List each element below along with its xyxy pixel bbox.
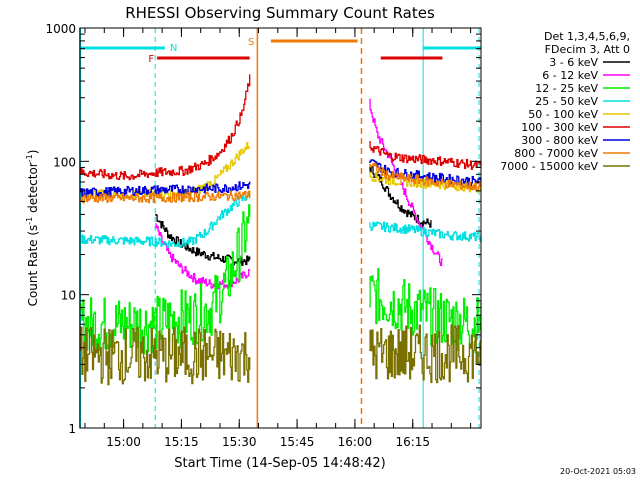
series-segment xyxy=(80,190,251,204)
chart-title: RHESSI Observing Summary Count Rates xyxy=(125,4,435,22)
x-tick-label: 15:30 xyxy=(222,435,257,449)
legend-header-1: Det 1,3,4,5,6,9, xyxy=(544,30,630,43)
saa-flag-label: S xyxy=(248,37,254,48)
legend-label: 7000 - 15000 keV xyxy=(500,160,598,173)
series-layer xyxy=(80,74,482,386)
series-300-800-kev xyxy=(80,159,482,198)
legend-header-2: FDecim 3, Att 0 xyxy=(545,43,630,56)
y-tick-label: 10 xyxy=(61,289,76,303)
y-label-sup1: -1 xyxy=(25,217,34,225)
series-800-7000-kev xyxy=(80,162,482,204)
x-tick-label: 15:45 xyxy=(280,435,315,449)
series-3-6-kev xyxy=(155,166,432,266)
series-segment xyxy=(155,213,251,266)
legend-label: 12 - 25 keV xyxy=(535,82,598,95)
series-segment xyxy=(369,141,482,170)
y-axis-label: Count Rate (s-1 detector-1) xyxy=(25,150,40,307)
legend-label: 300 - 800 keV xyxy=(521,134,598,147)
y-label-main: Count Rate (s xyxy=(26,225,40,307)
legend: Det 1,3,4,5,6,9, FDecim 3, Att 0 3 - 6 k… xyxy=(500,30,630,173)
series-100-300-kev xyxy=(80,74,482,181)
plot-frame xyxy=(79,27,482,429)
legend-label: 6 - 12 keV xyxy=(542,69,598,82)
series-segment xyxy=(80,326,251,386)
legend-label: 100 - 300 keV xyxy=(521,121,598,134)
axis-layer: 1 10 100 1000 15:00 15:15 15:30 15:45 16:00 16:15 xyxy=(45,22,481,449)
y-tick-label: 1 xyxy=(68,422,76,436)
series-25-50-kev xyxy=(80,191,482,249)
series-segment xyxy=(80,191,251,249)
y-label-end: ) xyxy=(26,150,40,155)
series-segment xyxy=(80,74,251,181)
x-axis-label: Start Time (14-Sep-05 14:48:42) xyxy=(174,456,385,471)
y-label-mid: detector xyxy=(26,162,40,217)
x-tick-label: 15:00 xyxy=(106,435,141,449)
series-segment xyxy=(369,162,482,192)
y-tick-label: 1000 xyxy=(45,22,76,36)
timestamp: 20-Oct-2021 05:03 xyxy=(560,467,636,476)
x-tick-label: 15:15 xyxy=(164,435,199,449)
x-tick-label: 16:15 xyxy=(395,435,430,449)
series-segment xyxy=(155,223,251,290)
series-segment xyxy=(369,166,432,228)
legend-label: 50 - 100 keV xyxy=(528,108,598,121)
series-segment xyxy=(80,181,251,198)
series-segment xyxy=(369,324,482,384)
y-tick-label: 100 xyxy=(53,155,76,169)
series-segment xyxy=(369,171,481,193)
legend-label: 25 - 50 keV xyxy=(535,95,598,108)
y-label-sup2: -1 xyxy=(25,154,34,162)
series-segment xyxy=(369,98,444,267)
legend-label: 800 - 7000 keV xyxy=(514,147,598,160)
night-flag-label: N xyxy=(170,43,177,54)
series-6-12-kev xyxy=(155,98,444,290)
series-segment xyxy=(369,267,482,354)
series-segment xyxy=(369,221,482,243)
flare-flag-label: F xyxy=(148,54,154,65)
series-segment xyxy=(369,159,482,187)
x-tick-label: 16:00 xyxy=(338,435,373,449)
legend-label: 3 - 6 keV xyxy=(549,56,598,69)
series-7000-15000-kev xyxy=(80,324,482,386)
